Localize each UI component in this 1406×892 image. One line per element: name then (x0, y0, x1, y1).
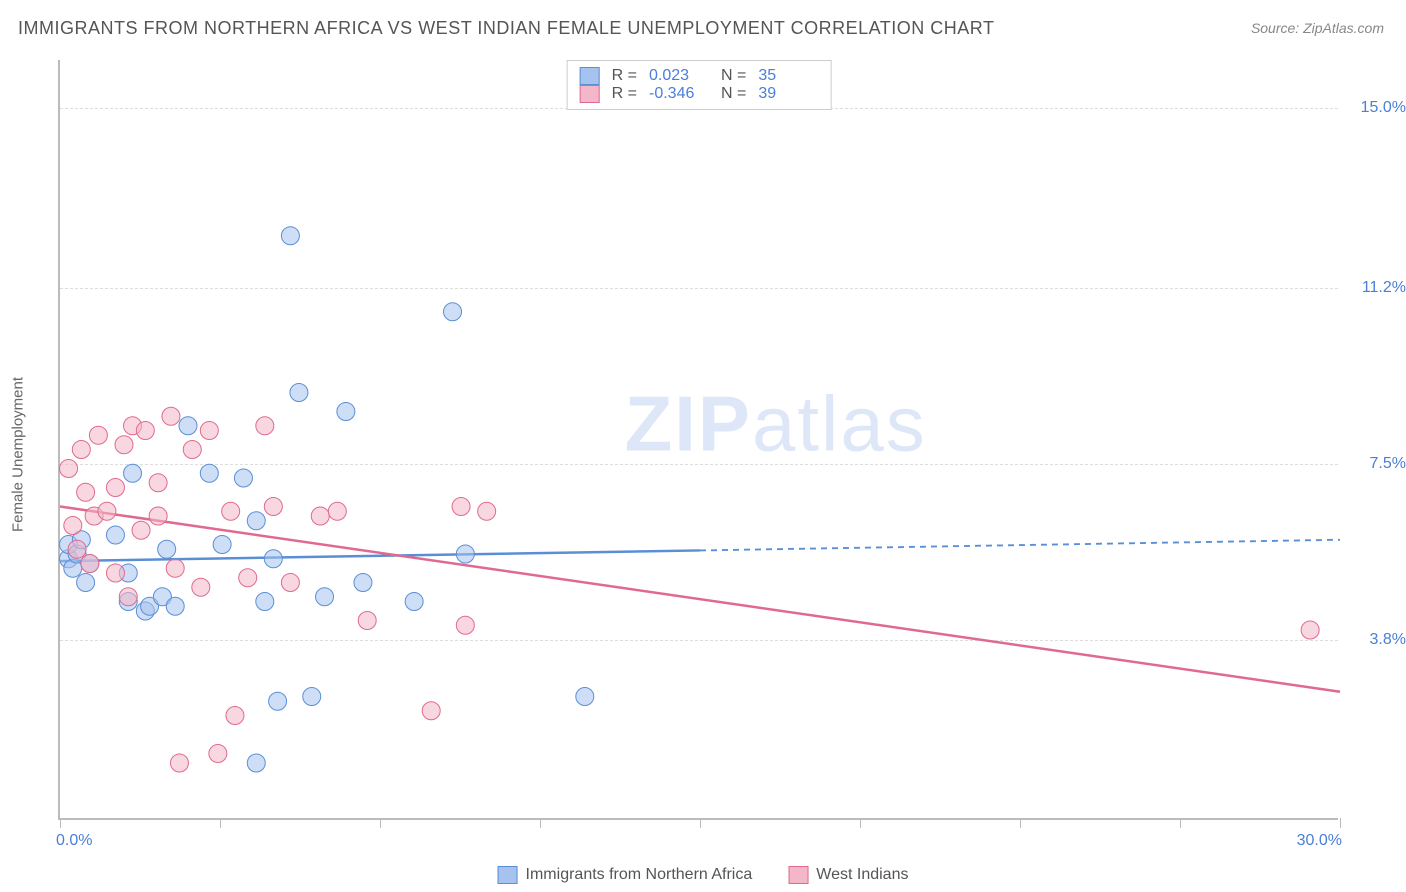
legend-row-wi: R = -0.346 N = 39 (580, 85, 819, 103)
legend-item-na: Immigrants from Northern Africa (498, 866, 753, 884)
data-point-wi (200, 422, 218, 440)
data-point-wi (1301, 621, 1319, 639)
y-axis-label: Female Unemployment (10, 377, 27, 532)
data-point-na (106, 526, 124, 544)
data-point-na (256, 593, 274, 611)
data-point-wi (209, 745, 227, 763)
data-point-na (234, 469, 252, 487)
y-tick-label: 3.8% (1370, 631, 1406, 649)
data-point-wi (115, 436, 133, 454)
x-tick (220, 818, 221, 828)
data-point-wi (162, 407, 180, 425)
data-point-na (281, 227, 299, 245)
data-point-wi (64, 517, 82, 535)
data-point-na (247, 512, 265, 530)
x-tick (60, 818, 61, 828)
data-point-wi (77, 483, 95, 501)
data-point-wi (98, 502, 116, 520)
data-point-na (290, 384, 308, 402)
swatch-wi (580, 85, 600, 103)
data-point-na (337, 403, 355, 421)
y-tick-label: 15.0% (1361, 99, 1406, 117)
chart-plot-area: ZIPatlas R = 0.023 N = 35 R = -0.346 N =… (58, 60, 1338, 820)
x-tick (540, 818, 541, 828)
x-tick (1180, 818, 1181, 828)
data-point-wi (328, 502, 346, 520)
regression-line-dashed-na (700, 540, 1340, 551)
data-point-wi (311, 507, 329, 525)
data-point-wi (456, 616, 474, 634)
x-tick (380, 818, 381, 828)
data-point-wi (72, 441, 90, 459)
data-point-na (124, 464, 142, 482)
data-point-wi (60, 460, 78, 478)
x-tick (1340, 818, 1341, 828)
data-point-na (179, 417, 197, 435)
data-point-wi (239, 569, 257, 587)
swatch-na-icon (498, 866, 518, 884)
swatch-na (580, 67, 600, 85)
x-max-label: 30.0% (1297, 832, 1342, 850)
r-value-na: 0.023 (649, 67, 709, 85)
x-tick (860, 818, 861, 828)
data-point-wi (106, 564, 124, 582)
series-legend: Immigrants from Northern Africa West Ind… (498, 866, 909, 884)
scatter-svg (60, 60, 1338, 818)
data-point-wi (68, 540, 86, 558)
data-point-na (269, 692, 287, 710)
data-point-na (247, 754, 265, 772)
n-value-wi: 39 (758, 85, 818, 103)
x-tick (700, 818, 701, 828)
data-point-na (316, 588, 334, 606)
data-point-na (303, 688, 321, 706)
r-value-wi: -0.346 (649, 85, 709, 103)
data-point-na (200, 464, 218, 482)
data-point-wi (478, 502, 496, 520)
data-point-wi (166, 559, 184, 577)
data-point-na (576, 688, 594, 706)
data-point-wi (149, 474, 167, 492)
data-point-wi (281, 574, 299, 592)
legend-row-na: R = 0.023 N = 35 (580, 67, 819, 85)
x-tick (1020, 818, 1021, 828)
data-point-wi (183, 441, 201, 459)
data-point-wi (132, 521, 150, 539)
data-point-wi (226, 707, 244, 725)
correlation-legend: R = 0.023 N = 35 R = -0.346 N = 39 (567, 60, 832, 110)
legend-label-na: Immigrants from Northern Africa (526, 866, 753, 884)
data-point-wi (422, 702, 440, 720)
data-point-wi (264, 498, 282, 516)
data-point-wi (256, 417, 274, 435)
legend-item-wi: West Indians (788, 866, 908, 884)
legend-label-wi: West Indians (816, 866, 908, 884)
swatch-wi-icon (788, 866, 808, 884)
data-point-na (77, 574, 95, 592)
data-point-wi (170, 754, 188, 772)
data-point-wi (81, 555, 99, 573)
source-attribution: Source: ZipAtlas.com (1251, 20, 1384, 36)
data-point-na (213, 536, 231, 554)
data-point-na (354, 574, 372, 592)
data-point-wi (222, 502, 240, 520)
data-point-wi (149, 507, 167, 525)
regression-line-wi (60, 507, 1340, 692)
x-min-label: 0.0% (56, 832, 92, 850)
data-point-wi (106, 479, 124, 497)
y-tick-label: 11.2% (1362, 279, 1406, 297)
data-point-wi (452, 498, 470, 516)
data-point-wi (89, 426, 107, 444)
data-point-wi (119, 588, 137, 606)
data-point-na (405, 593, 423, 611)
data-point-na (166, 597, 184, 615)
data-point-na (444, 303, 462, 321)
data-point-wi (136, 422, 154, 440)
data-point-na (158, 540, 176, 558)
data-point-na (456, 545, 474, 563)
data-point-na (264, 550, 282, 568)
n-value-na: 35 (758, 67, 818, 85)
data-point-wi (192, 578, 210, 596)
chart-title: IMMIGRANTS FROM NORTHERN AFRICA VS WEST … (18, 18, 994, 39)
data-point-wi (358, 612, 376, 630)
y-tick-label: 7.5% (1370, 455, 1406, 473)
